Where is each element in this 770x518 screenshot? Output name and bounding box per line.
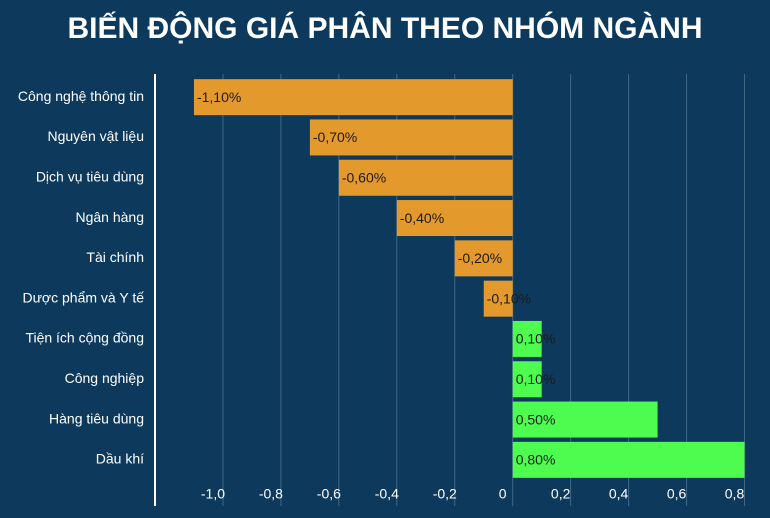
y-tick-label: Tiện ích cộng đồng	[25, 330, 144, 346]
value-label: 0,10%	[516, 331, 556, 347]
bar	[193, 79, 513, 116]
bar	[512, 441, 745, 478]
y-tick-label: Dầu khí	[96, 451, 144, 467]
value-label: -0,60%	[342, 169, 386, 185]
y-tick-label: Hàng tiêu dùng	[49, 410, 144, 426]
x-tick-label: 0	[499, 486, 507, 502]
bar	[512, 401, 658, 438]
bar	[309, 119, 513, 156]
bar	[483, 280, 513, 317]
y-tick-label: Dược phẩm và Y tế	[22, 289, 144, 305]
value-label: -0,40%	[400, 210, 444, 226]
bar	[338, 159, 513, 196]
bar	[396, 200, 513, 237]
y-tick-label: Nguyên vật liệu	[47, 128, 144, 144]
y-tick-label: Ngân hàng	[75, 209, 144, 225]
bar	[512, 361, 542, 398]
bar	[512, 320, 542, 357]
x-tick-label: -0,2	[433, 486, 457, 502]
y-tick-label: Dịch vụ tiêu dùng	[36, 168, 144, 184]
x-tick-label: 0,8	[725, 486, 745, 502]
x-tick-label: 0,2	[551, 486, 571, 502]
x-tick-label: -0,4	[375, 486, 399, 502]
x-tick-label: 0,6	[667, 486, 687, 502]
x-tick-label: -1,0	[201, 486, 225, 502]
y-tick-label: Tài chính	[86, 249, 144, 265]
x-tick-label: -0,6	[317, 486, 341, 502]
value-label: -1,10%	[197, 89, 241, 105]
value-label: 0,10%	[516, 371, 556, 387]
chart-title: BIẾN ĐỘNG GIÁ PHÂN THEO NHÓM NGÀNH	[67, 11, 702, 45]
x-tick-label: 0,4	[609, 486, 629, 502]
value-label: 0,80%	[516, 452, 556, 468]
value-label: -0,20%	[458, 250, 502, 266]
y-tick-label: Công nghiệp	[65, 370, 145, 386]
value-label: 0,50%	[516, 411, 556, 427]
value-label: -0,70%	[313, 129, 357, 145]
y-tick-label: Công nghệ thông tin	[18, 88, 144, 104]
x-tick-label: -0,8	[259, 486, 283, 502]
value-label: -0,10%	[487, 290, 531, 306]
bar	[454, 240, 513, 277]
